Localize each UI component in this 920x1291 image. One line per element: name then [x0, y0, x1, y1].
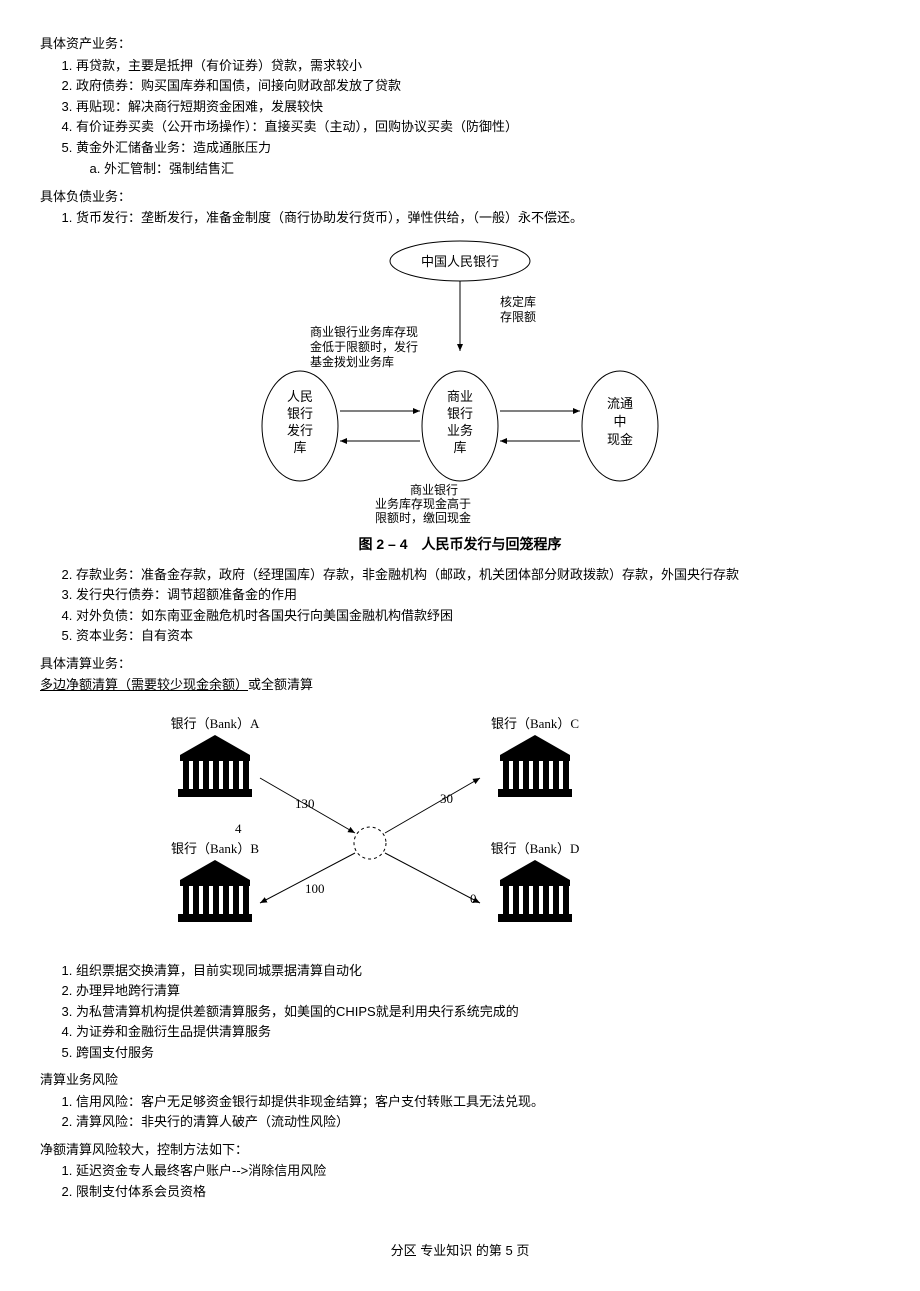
svg-text:金低于限额时，发行: 金低于限额时，发行: [310, 339, 418, 354]
list-item: 为私营清算机构提供差额清算服务，如美国的CHIPS就是利用央行系统完成的: [76, 1002, 880, 1022]
svg-text:银行: 银行: [447, 406, 473, 421]
svg-text:银行（Bank）D: 银行（Bank）D: [491, 841, 580, 856]
svg-text:100: 100: [305, 881, 325, 896]
asset-title: 具体资产业务：: [40, 34, 880, 54]
liability-list-2: 存款业务：准备金存款，政府（经理国库）存款，非金融机构（邮政，机关团体部分财政拨…: [40, 565, 880, 646]
page-footer: 分区 专业知识 的第 5 页: [40, 1241, 880, 1261]
svg-text:发行: 发行: [287, 423, 313, 438]
list-item: 办理异地跨行清算: [76, 981, 880, 1001]
svg-text:库: 库: [453, 440, 466, 455]
clearing-title: 具体清算业务：: [40, 654, 880, 674]
svg-text:基金拨划业务库: 基金拨划业务库: [310, 354, 394, 369]
svg-text:中国人民银行: 中国人民银行: [421, 254, 499, 269]
list-item: 存款业务：准备金存款，政府（经理国库）存款，非金融机构（邮政，机关团体部分财政拨…: [76, 565, 880, 585]
svg-text:银行（Bank）C: 银行（Bank）C: [491, 716, 579, 731]
list-item: 政府债券：购买国库券和国债，间接向财政部发放了贷款: [76, 76, 880, 96]
svg-text:人民: 人民: [287, 389, 313, 404]
svg-text:现金: 现金: [607, 432, 633, 447]
clearing-subtitle: 多边净额清算（需要较少现金余额）或全额清算: [40, 675, 880, 695]
svg-text:存限额: 存限额: [500, 310, 536, 324]
list-item-text: 黄金外汇储备业务：造成通胀压力: [76, 140, 271, 155]
list-item: 组织票据交换清算，目前实现同城票据清算自动化: [76, 961, 880, 981]
list-item: 跨国支付服务: [76, 1043, 880, 1063]
list-item: 清算风险：非央行的清算人破产（流动性风险）: [76, 1112, 880, 1132]
asset-list: 再贷款，主要是抵押（有价证券）贷款，需求较小 政府债券：购买国库券和国债，间接向…: [40, 56, 880, 179]
svg-text:库: 库: [293, 440, 306, 455]
list-item: 有价证券买卖（公开市场操作）：直接买卖（主动），回购协议买卖（防御性）: [76, 117, 880, 137]
risk-list: 信用风险：客户无足够资金银行却提供非现金结算；客户支付转账工具无法兑现。 清算风…: [40, 1092, 880, 1132]
clearing-network-diagram: 银行（Bank）A 银行（Bank）C 银行（Bank）B 银行（Bank）D 4 13…: [80, 703, 700, 953]
list-item: 限制支付体系会员资格: [76, 1182, 880, 1202]
svg-text:0: 0: [470, 891, 477, 906]
list-item: 再贴现：解决商行短期资金困难，发展较快: [76, 97, 880, 117]
clearing-sub-underline: 多边净额清算（需要较少现金余额）: [40, 677, 248, 692]
svg-text:银行（Bank）B: 银行（Bank）B: [171, 841, 259, 856]
svg-text:银行: 银行: [287, 406, 313, 421]
svg-text:银行（Bank）A: 银行（Bank）A: [171, 716, 260, 731]
svg-text:30: 30: [440, 791, 453, 806]
list-item: 再贷款，主要是抵押（有价证券）贷款，需求较小: [76, 56, 880, 76]
list-item: 为证券和金融衍生品提供清算服务: [76, 1022, 880, 1042]
list-subitem: 外汇管制：强制结售汇: [104, 159, 880, 179]
svg-text:130: 130: [295, 796, 315, 811]
list-item: 货币发行：垄断发行，准备金制度（商行协助发行货币），弹性供给，（一般）永不偿还。: [76, 208, 880, 228]
svg-text:业务: 业务: [447, 423, 473, 438]
net-title: 净额清算风险较大，控制方法如下：: [40, 1140, 880, 1160]
list-item: 延迟资金专人最终客户账户-->消除信用风险: [76, 1161, 880, 1181]
svg-text:核定库: 核定库: [500, 294, 536, 309]
svg-text:业务库存现金高于: 业务库存现金高于: [375, 496, 471, 511]
list-item: 发行央行债券：调节超额准备金的作用: [76, 585, 880, 605]
svg-text:流通: 流通: [607, 396, 633, 411]
svg-text:商业: 商业: [447, 389, 473, 404]
list-item: 黄金外汇储备业务：造成通胀压力 外汇管制：强制结售汇: [76, 138, 880, 179]
risk-title: 清算业务风险: [40, 1070, 880, 1090]
svg-text:4: 4: [235, 821, 242, 836]
svg-text:商业银行: 商业银行: [410, 482, 458, 497]
svg-text:限额时，缴回现金: 限额时，缴回现金: [375, 510, 471, 525]
list-item: 对外负债：如东南亚金融危机时各国央行向美国金融机构借款纾困: [76, 606, 880, 626]
net-list: 延迟资金专人最终客户账户-->消除信用风险 限制支付体系会员资格: [40, 1161, 880, 1201]
svg-text:商业银行业务库存现: 商业银行业务库存现: [310, 324, 418, 339]
svg-text:中: 中: [613, 414, 626, 429]
diagram1-caption: 图 2 – 4 人民币发行与回笼程序: [40, 534, 880, 555]
clearing-sub-rest: 或全额清算: [248, 677, 313, 692]
liability-list-1: 货币发行：垄断发行，准备金制度（商行协助发行货币），弹性供给，（一般）永不偿还。: [40, 208, 880, 228]
clearing-list: 组织票据交换清算，目前实现同城票据清算自动化 办理异地跨行清算 为私营清算机构提…: [40, 961, 880, 1063]
currency-flowchart: 中国人民银行 核定库 存限额 商业银行业务库存现 金低于限额时，发行 基金拨划业…: [210, 236, 710, 526]
list-item: 信用风险：客户无足够资金银行却提供非现金结算；客户支付转账工具无法兑现。: [76, 1092, 880, 1112]
liability-title: 具体负债业务：: [40, 187, 880, 207]
list-item: 资本业务：自有资本: [76, 626, 880, 646]
